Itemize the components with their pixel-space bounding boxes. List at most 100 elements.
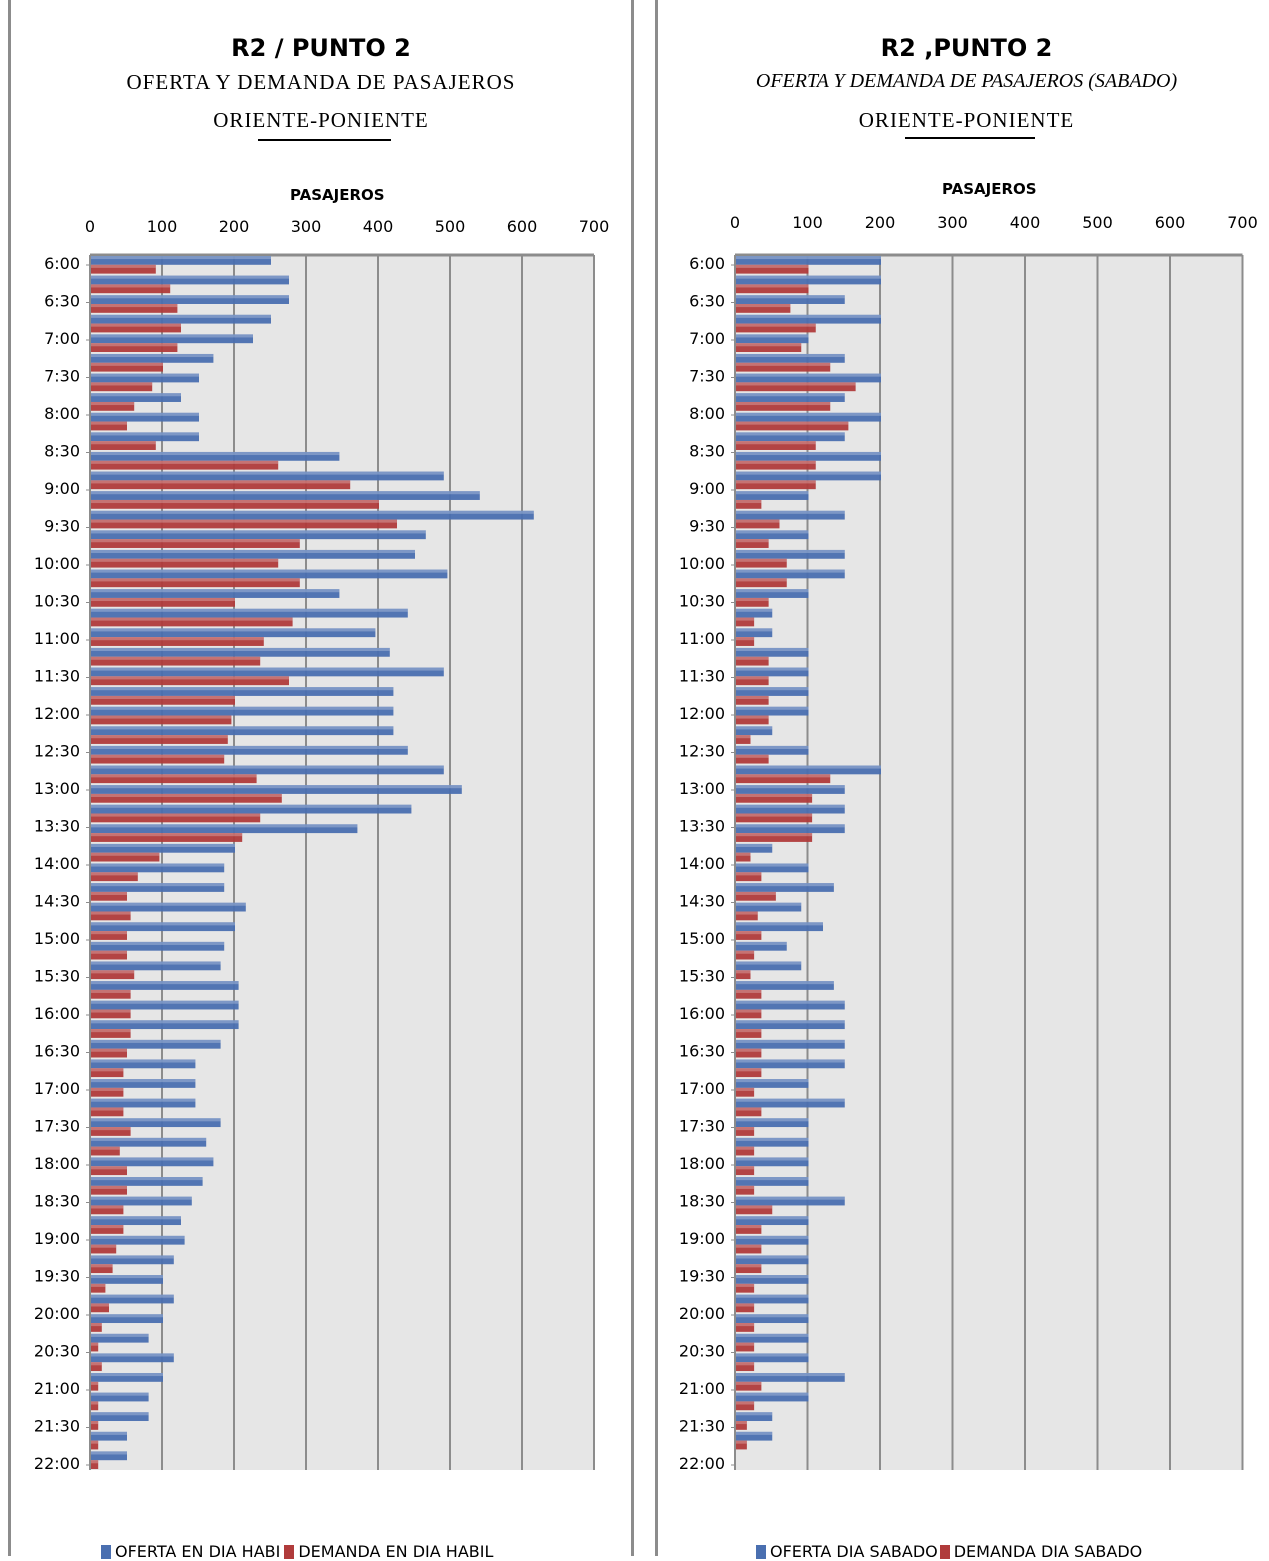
bar [736, 608, 773, 618]
y-tick-label: 21:30 [679, 1417, 725, 1436]
bar [736, 1087, 755, 1097]
bar [91, 264, 156, 274]
x-tick-label: 600 [507, 217, 538, 236]
bar [91, 774, 257, 784]
bar-highlight [91, 1087, 124, 1091]
bar [736, 421, 849, 431]
bar-highlight [91, 393, 181, 397]
bar [736, 735, 751, 744]
bar-highlight [736, 637, 755, 641]
bar [91, 491, 480, 500]
bar-highlight [91, 1000, 239, 1004]
bar-highlight [736, 1275, 809, 1279]
bar [736, 303, 791, 313]
bar-highlight [91, 323, 181, 327]
bar-highlight [91, 597, 235, 602]
bar [91, 1185, 127, 1195]
y-tick-label: 10:00 [34, 554, 80, 573]
bar [91, 950, 127, 960]
bar-highlight [91, 1451, 127, 1455]
bar [736, 1079, 809, 1088]
y-tick-label: 21:00 [34, 1379, 80, 1398]
bar-highlight [91, 1283, 106, 1287]
bar-highlight [736, 401, 831, 406]
bar-highlight [91, 1118, 221, 1122]
bar-highlight [91, 1392, 149, 1396]
bar-highlight [736, 1323, 755, 1327]
bar [736, 353, 845, 363]
bar [736, 981, 834, 990]
bar-highlight [736, 1039, 845, 1043]
y-tick-label: 16:00 [34, 1004, 80, 1023]
bar [736, 284, 809, 294]
bar [736, 765, 881, 775]
bar-highlight [736, 902, 802, 906]
bar [736, 1264, 762, 1274]
bar [91, 1177, 203, 1186]
bar-highlight [736, 981, 834, 985]
bar-highlight [736, 833, 813, 837]
bar [736, 1029, 762, 1038]
bar-highlight [91, 303, 178, 308]
bar-highlight [91, 1048, 127, 1052]
bar-highlight [91, 530, 426, 534]
bar-highlight [736, 1314, 809, 1318]
bar [91, 284, 171, 294]
legend-label-oferta: OFERTA DIA SABADO [770, 1542, 938, 1561]
bar [91, 569, 448, 579]
bar-highlight [91, 255, 271, 260]
bar [736, 667, 809, 677]
bar [91, 373, 199, 383]
bar [736, 1401, 755, 1411]
bar [736, 491, 809, 500]
bar [736, 804, 845, 814]
bar-highlight [736, 471, 881, 475]
bar [91, 1079, 196, 1088]
y-tick-label: 12:30 [679, 742, 725, 761]
bar [91, 1107, 124, 1117]
bar-highlight [91, 373, 199, 377]
bar [91, 1264, 113, 1274]
bar [91, 961, 221, 971]
bar [736, 1068, 762, 1078]
bar [91, 891, 127, 901]
y-tick-label: 7:00 [44, 329, 80, 348]
bar-highlight [736, 441, 816, 445]
bar [91, 1225, 124, 1234]
bar-highlight [736, 1333, 809, 1337]
y-tick-label: 19:30 [679, 1267, 725, 1286]
bar-highlight [91, 981, 239, 985]
bar [736, 510, 845, 520]
bar [736, 1216, 809, 1226]
bar-highlight [91, 667, 444, 671]
x-axis-title: PASAJEROS [942, 180, 1037, 198]
bar [736, 1353, 809, 1363]
bar-highlight [91, 1353, 174, 1357]
bar [736, 676, 769, 686]
bar-highlight [91, 421, 127, 425]
y-tick-label: 19:00 [679, 1229, 725, 1248]
bar-highlight [736, 275, 881, 279]
y-tick-label: 6:00 [689, 254, 725, 273]
bar [91, 451, 340, 461]
panel-right: R2 ,PUNTO 2 OFERTA Y DEMANDA DE PASAJERO… [655, 0, 1269, 1556]
bar-highlight [91, 1431, 127, 1435]
y-tick-label: 12:00 [679, 704, 725, 723]
bar [736, 1372, 845, 1382]
bar-highlight [91, 510, 534, 514]
bar-highlight [736, 1342, 755, 1346]
bar [91, 1294, 174, 1304]
bar [736, 295, 845, 304]
bar [91, 1353, 174, 1363]
bar-highlight [91, 460, 279, 464]
bar-highlight [91, 432, 199, 436]
bar [736, 1118, 809, 1128]
bar [736, 1314, 809, 1324]
bar-highlight [736, 1177, 809, 1181]
bar-highlight [91, 491, 480, 495]
chart-subtitle: OFERTA Y DEMANDA DE PASAJEROS [126, 70, 516, 94]
bar-highlight [736, 1029, 762, 1033]
bar [736, 480, 816, 490]
bar-highlight [91, 1020, 239, 1024]
bar-highlight [91, 1216, 181, 1220]
